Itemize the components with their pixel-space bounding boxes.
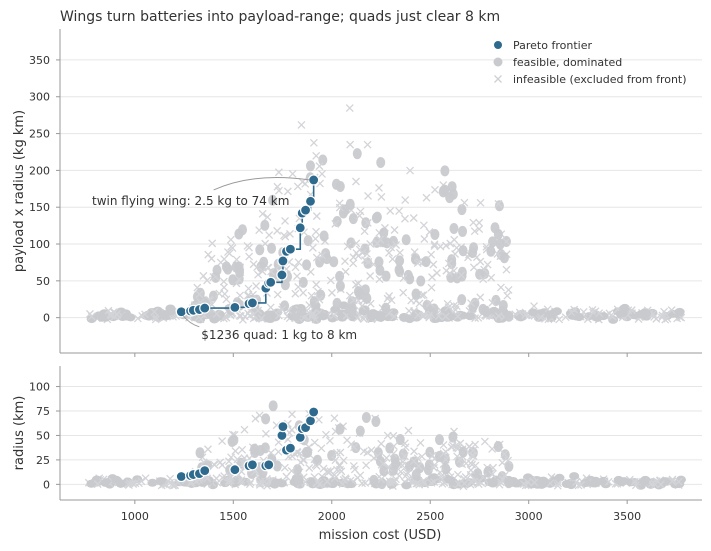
frontier-point <box>265 276 277 288</box>
bottom-y-tick-label: 0 <box>43 478 50 491</box>
frontier-point <box>299 204 312 216</box>
top-y-tick-label: 200 <box>29 164 50 177</box>
x-axis-label: mission cost (USD) <box>319 528 442 543</box>
frontier-point <box>229 301 241 313</box>
legend-label-frontier: Pareto frontier <box>513 39 592 52</box>
top-background-cloud <box>86 104 686 324</box>
legend-marker-infeasible <box>494 75 502 83</box>
top-y-tick-label: 50 <box>36 275 50 288</box>
top-grid <box>60 59 702 319</box>
legend-marker-frontier <box>493 40 503 50</box>
x-tick-label: 1000 <box>121 510 149 523</box>
frontier-point <box>276 269 288 281</box>
top-y-tick-label: 100 <box>29 238 50 251</box>
frontier-point <box>308 406 320 418</box>
legend-marker-dominated <box>493 57 503 67</box>
legend: Pareto frontier feasible, dominated infe… <box>493 39 687 86</box>
bottom-y-tick-label: 75 <box>36 405 50 418</box>
top-y-tick-label: 250 <box>29 128 50 141</box>
bottom-y-tick-label: 100 <box>29 381 50 394</box>
frontier-point <box>199 302 211 314</box>
top-y-tick-label: 150 <box>29 201 50 214</box>
bottom-y-tick-label: 50 <box>36 429 50 442</box>
top-y-axis-label: payload x radius (kg km) <box>12 110 27 272</box>
frontier-point <box>284 442 297 454</box>
frontier-point <box>304 195 317 207</box>
bottom-panel: 0 25 50 75 100 1000 1500 2000 2500 3000 3500 radius… <box>12 366 702 523</box>
top-y-tick-label: 350 <box>29 54 50 67</box>
top-panel: 0 50 100 150 200 250 300 350 payload x radius (k… <box>12 29 702 357</box>
frontier-point <box>175 470 187 483</box>
legend-label-dominated: feasible, dominated <box>513 56 622 69</box>
bottom-y-axis-label: radius (km) <box>12 396 27 471</box>
annotation-quad: $1236 quad: 1 kg to 8 km <box>201 328 357 342</box>
x-tick-label: 2000 <box>318 510 346 523</box>
frontier-point <box>199 465 211 477</box>
legend-label-infeasible: infeasible (excluded from front) <box>513 73 687 86</box>
annotation-wing: twin flying wing: 2.5 kg to 74 km <box>92 194 289 208</box>
frontier-point <box>277 421 289 433</box>
bottom-y-tick-label: 25 <box>36 454 50 467</box>
top-y-tick-label: 300 <box>29 91 50 104</box>
frontier-point <box>246 297 259 309</box>
x-tick-label: 2500 <box>416 510 444 523</box>
frontier-point <box>175 306 187 318</box>
top-y-tick-label: 0 <box>43 312 50 325</box>
frontier-point <box>246 459 259 471</box>
frontier-point <box>277 255 289 267</box>
x-tick-label: 3000 <box>515 510 543 523</box>
bottom-background-cloud <box>84 400 686 491</box>
chart-title: Wings turn batteries into payload-range;… <box>60 9 500 25</box>
frontier-point <box>294 222 306 234</box>
frontier-point <box>284 243 297 255</box>
frontier-point <box>263 459 275 471</box>
x-tick-label: 1500 <box>219 510 247 523</box>
x-tick-label: 3500 <box>613 510 641 523</box>
frontier-point <box>229 464 241 476</box>
frontier-point <box>308 174 320 186</box>
